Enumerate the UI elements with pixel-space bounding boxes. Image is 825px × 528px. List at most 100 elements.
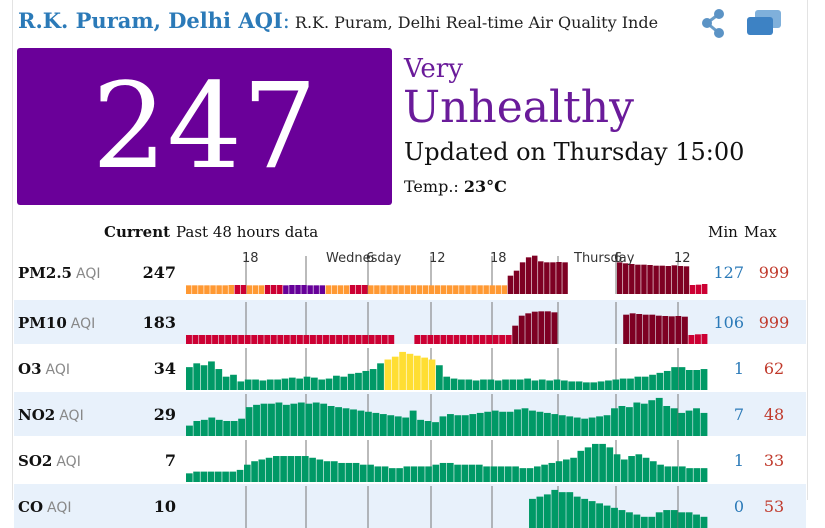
time-label: 12 (429, 251, 446, 266)
chart-bar (230, 420, 238, 436)
pollutant-row-co[interactable]: CO AQI 10 0 53 (14, 484, 806, 528)
min-value: 1 (733, 451, 744, 470)
chart-bar (222, 471, 229, 482)
chart-bar (258, 459, 266, 482)
history-chart[interactable] (186, 392, 708, 436)
chart-bar (434, 285, 441, 294)
chart-bar (606, 447, 614, 482)
chart-bar (349, 285, 356, 294)
history-chart-svg (245, 486, 708, 528)
chart-bar (216, 285, 222, 294)
share-icon[interactable] (698, 6, 728, 40)
chart-bar (611, 408, 618, 436)
chart-bar (509, 379, 517, 390)
chart-bar (623, 263, 629, 294)
widget-frame (12, 0, 808, 500)
chart-bar (612, 379, 620, 390)
page-title[interactable]: R.K. Puram, Delhi AQI (18, 8, 283, 33)
chart-bar (453, 285, 459, 294)
chart-bar (259, 380, 267, 390)
chart-bar (192, 285, 198, 294)
history-chart[interactable]: 18 Wednesday 6 12 18 Thursday 6 12 (186, 250, 708, 294)
pollutant-name: SO2 AQI (18, 452, 81, 470)
chart-bar (605, 380, 612, 390)
chart-bar (447, 462, 454, 482)
chart-bar (700, 369, 708, 390)
chart-bar (655, 512, 663, 528)
chart-bar (222, 285, 228, 294)
history-chart[interactable] (186, 484, 708, 528)
chart-bar (238, 335, 245, 344)
chart-bar (657, 464, 664, 482)
chart-bar (424, 420, 432, 436)
chart-bar (625, 407, 633, 436)
chart-bar (499, 411, 507, 436)
chart-bar (489, 285, 495, 294)
chart-bar (619, 378, 627, 390)
chart-bar (252, 379, 259, 390)
chart-bar (581, 498, 589, 528)
chart-bar (476, 412, 484, 436)
chart-bar (553, 379, 561, 390)
chart-bar (277, 285, 283, 294)
chart-bar (439, 462, 447, 482)
chart-bar (421, 357, 429, 390)
chart-bar (648, 516, 656, 528)
chart-bar (355, 372, 362, 390)
chart-bar (590, 382, 598, 390)
pollutant-row-o3[interactable]: O3 AQI 34 1 62 (14, 346, 806, 390)
chart-bar (439, 416, 447, 436)
pollutant-unit: AQI (75, 266, 101, 282)
chart-bar (469, 414, 477, 436)
chart-bar (668, 316, 675, 344)
chart-bar (375, 335, 382, 344)
chart-bar (238, 418, 246, 436)
pollutant-row-pm25[interactable]: PM2.5 AQI 247 18 Wednesday 6 12 18 Thursday 6 12 12… (14, 250, 806, 294)
chart-bar (297, 402, 305, 436)
chart-bar (360, 464, 367, 482)
chart-bar (518, 315, 525, 344)
windows-icon[interactable] (745, 8, 783, 38)
chart-bar (422, 285, 429, 294)
chart-bar (483, 466, 490, 482)
chart-bar (628, 456, 635, 482)
chart-bar (519, 468, 527, 482)
chart-bar (338, 462, 345, 482)
chart-bar (372, 412, 380, 436)
chart-bar (685, 410, 693, 436)
chart-bar (641, 376, 649, 390)
chart-bar (305, 403, 313, 436)
chart-bar (207, 471, 215, 482)
chart-bar (597, 381, 605, 390)
chart-bar (505, 335, 512, 344)
current-value: 29 (153, 405, 176, 424)
chart-bar (420, 335, 427, 344)
title-colon: : (282, 9, 290, 33)
chart-bar (335, 407, 342, 436)
chart-bar (404, 285, 410, 294)
chart-bar (479, 335, 486, 344)
chart-bar (611, 507, 618, 528)
pollutant-row-so2[interactable]: SO2 AQI 7 1 33 (14, 438, 806, 482)
history-chart[interactable] (186, 300, 708, 344)
chart-bar (325, 378, 333, 390)
chart-bar (432, 422, 439, 436)
chart-bar (603, 505, 611, 528)
chart-bar (280, 456, 287, 482)
chart-bar (560, 380, 568, 390)
chart-bar (294, 456, 302, 482)
pollutant-row-no2[interactable]: NO2 AQI 29 7 48 (14, 392, 806, 436)
pollutant-unit: AQI (47, 500, 72, 516)
page-header: R.K. Puram, Delhi AQI: R.K. Puram, Delhi… (18, 8, 658, 33)
pollutant-row-pm10[interactable]: PM10 AQI 183 106 999 (14, 300, 806, 344)
chart-bar (538, 311, 545, 344)
chart-bar (367, 464, 374, 482)
chart-bar (642, 457, 650, 482)
aqi-value: 247 (91, 57, 318, 195)
history-chart[interactable] (186, 438, 708, 482)
history-chart[interactable] (186, 346, 708, 390)
current-value: 7 (164, 451, 176, 470)
chart-bar (544, 311, 551, 344)
chart-bar (223, 420, 231, 436)
pollutant-label: PM2.5 (18, 264, 72, 282)
